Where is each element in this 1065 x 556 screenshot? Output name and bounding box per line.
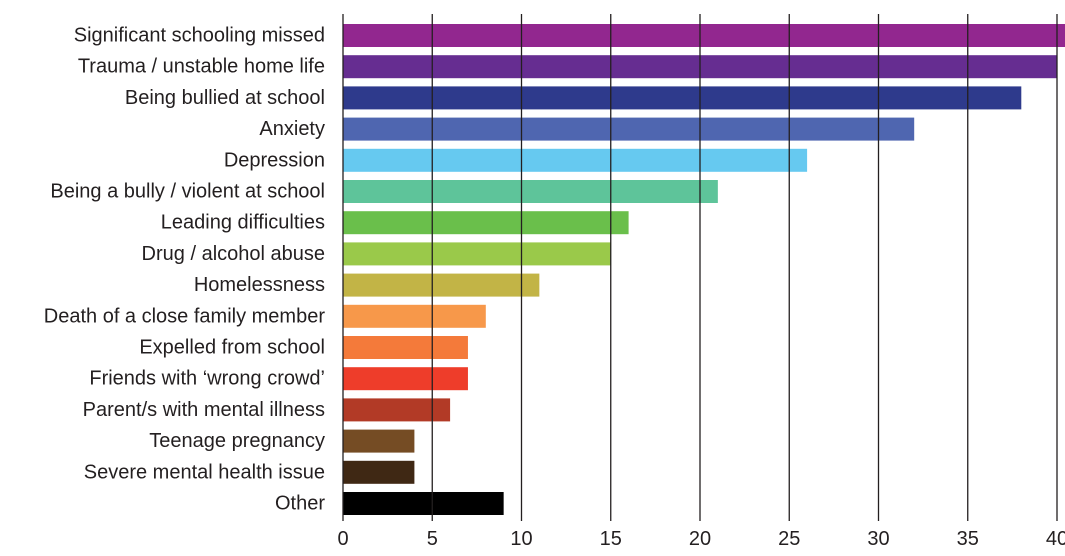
- category-label-1: Trauma / unstable home life: [78, 56, 325, 78]
- x-tick-labels: 0 5 10 15 20 25 30 35 40: [337, 528, 1065, 550]
- category-label-8: Homelessness: [194, 274, 325, 296]
- category-label-11: Friends with ‘wrong crowd’: [89, 368, 325, 390]
- category-label-4: Depression: [224, 149, 325, 171]
- bar-5: [343, 180, 718, 203]
- category-label-15: Other: [275, 493, 325, 515]
- bar-8: [343, 273, 540, 297]
- bar-4: [343, 148, 808, 172]
- category-label-13: Teenage pregnancy: [149, 430, 325, 452]
- bar-0: [343, 24, 1065, 47]
- category-label-10: Expelled from school: [139, 337, 325, 359]
- x-tick-15: 15: [600, 528, 622, 550]
- bar-11: [343, 367, 468, 391]
- x-tick-40: 40: [1046, 528, 1065, 550]
- bar-15: [343, 492, 504, 515]
- category-label-2: Being bullied at school: [125, 87, 325, 109]
- x-tick-5: 5: [427, 528, 438, 550]
- gridlines: [342, 14, 1058, 521]
- category-label-0: Significant schooling missed: [74, 25, 325, 47]
- x-tick-0: 0: [337, 528, 348, 550]
- category-label-5: Being a bully / violent at school: [50, 181, 325, 203]
- x-tick-30: 30: [867, 528, 889, 550]
- bars: [343, 24, 1065, 515]
- category-label-14: Severe mental health issue: [84, 461, 325, 483]
- bar-6: [343, 211, 629, 235]
- x-tick-10: 10: [510, 528, 532, 550]
- category-label-6: Leading difficulties: [161, 212, 325, 234]
- category-label-3: Anxiety: [259, 118, 325, 140]
- bar-12: [343, 398, 451, 422]
- x-tick-25: 25: [778, 528, 800, 550]
- bar-14: [343, 460, 415, 484]
- category-label-9: Death of a close family member: [44, 305, 326, 327]
- bar-10: [343, 336, 468, 359]
- bar-7: [343, 242, 611, 266]
- bar-2: [343, 86, 1022, 110]
- x-tick-35: 35: [957, 528, 979, 550]
- category-labels: Significant schooling missed Trauma / uns…: [44, 25, 326, 515]
- category-label-7: Drug / alcohol abuse: [142, 243, 325, 265]
- x-tick-20: 20: [689, 528, 711, 550]
- bar-9: [343, 304, 486, 328]
- bar-3: [343, 117, 915, 141]
- category-label-12: Parent/s with mental illness: [83, 399, 325, 421]
- bar-13: [343, 429, 415, 453]
